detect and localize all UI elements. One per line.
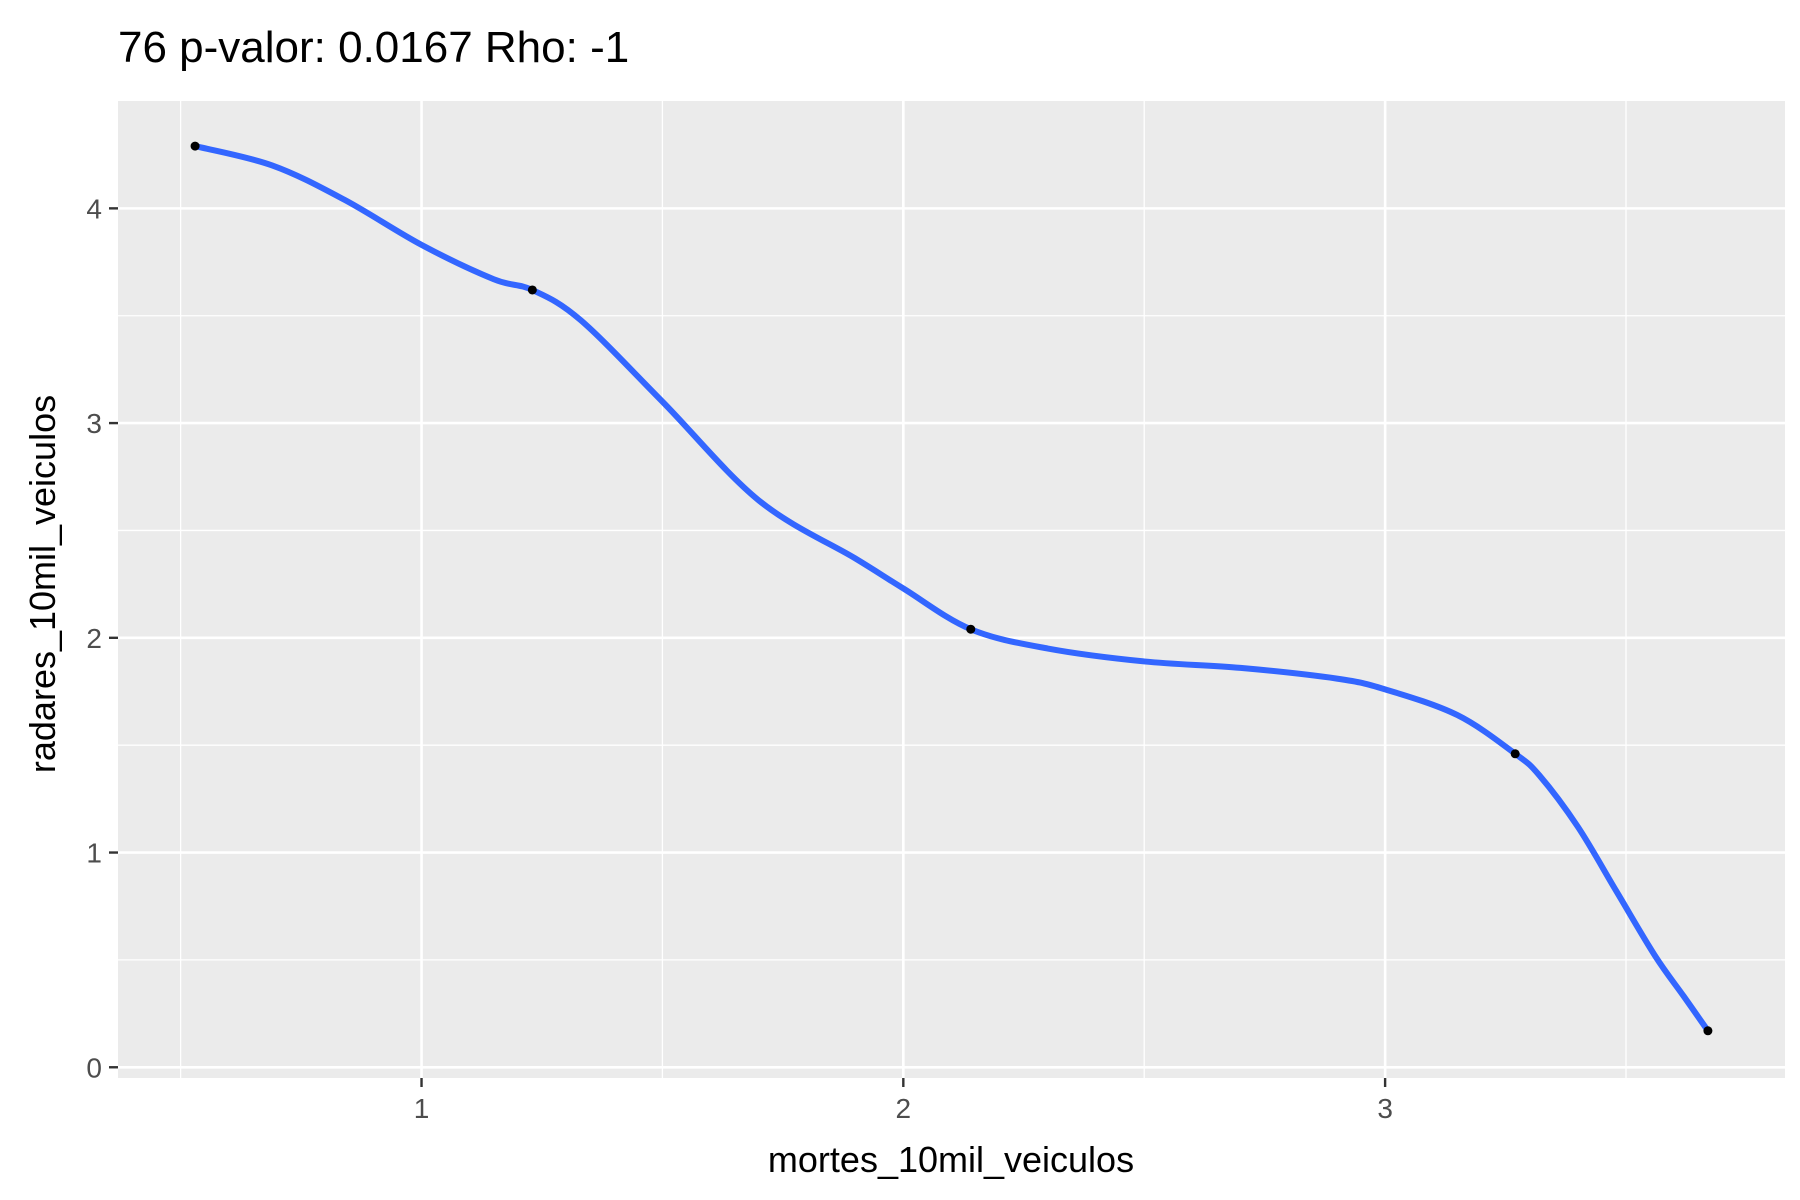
plot-panel: [118, 101, 1785, 1078]
y-tick-label: 4: [86, 193, 102, 224]
x-tick-label: 1: [414, 1093, 430, 1124]
grid-major: [118, 101, 1785, 1078]
data-point: [966, 624, 976, 634]
x-axis-title: mortes_10mil_veiculos: [768, 1139, 1134, 1180]
y-axis-title: radares_10mil_veiculos: [22, 395, 63, 773]
data-point: [190, 141, 200, 151]
y-tick-label: 0: [86, 1052, 102, 1083]
data-point: [1510, 749, 1520, 759]
chart-title: 76 p-valor: 0.0167 Rho: -1: [118, 23, 629, 72]
grid-minor: [118, 101, 1785, 1078]
tick-labels: 1 2 3 0 1 2 3 4: [86, 193, 1392, 1124]
y-tick-label: 3: [86, 408, 102, 439]
smooth-curve-line: [192, 143, 1711, 1034]
y-tick-label: 1: [86, 838, 102, 869]
data-points: [190, 141, 1713, 1036]
data-point: [527, 285, 537, 295]
y-tick-label: 2: [86, 623, 102, 654]
x-tick-label: 2: [896, 1093, 912, 1124]
x-tick-label: 3: [1377, 1093, 1393, 1124]
data-point: [1703, 1026, 1713, 1036]
axis-ticks: [109, 207, 1387, 1087]
